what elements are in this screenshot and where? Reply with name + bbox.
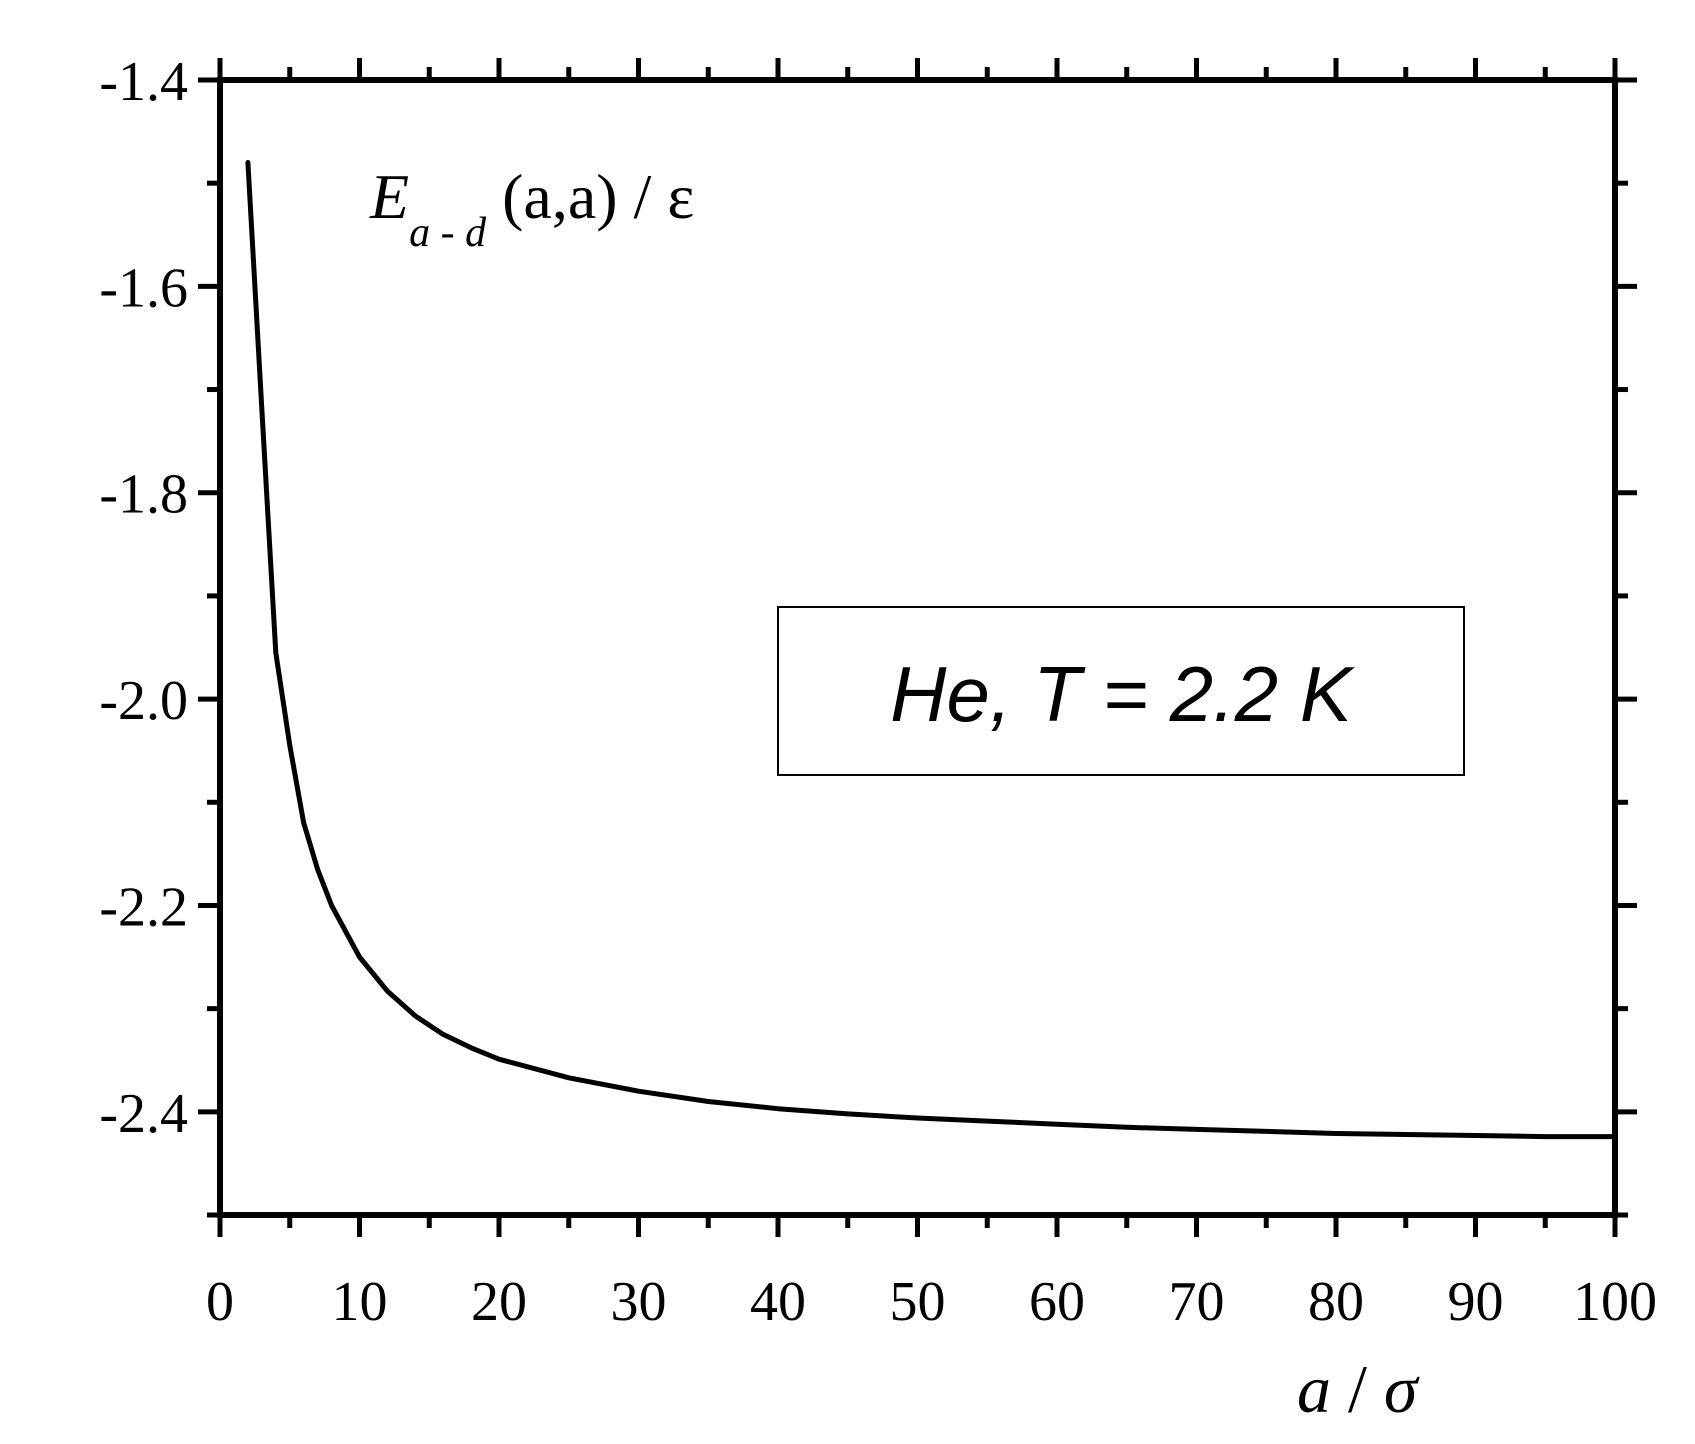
svg-text:a / σ: a / σ [1297, 1351, 1420, 1427]
x-label-unit: σ [1384, 1351, 1420, 1427]
plot-frame [217, 77, 1618, 1218]
y-label-subscript: a - d [409, 210, 487, 256]
x-tick-label: 90 [1448, 1271, 1504, 1333]
y-label-var: E [369, 161, 409, 232]
svg-text:Ea - d (a,a) / ε: Ea - d (a,a) / ε [369, 161, 694, 256]
x-tick-label: 0 [206, 1271, 234, 1333]
tick-labels: 0 10 20 30 40 50 60 70 80 90 100 -1.4 -1.6 -1.8 -2.0 -2… [99, 51, 1657, 1333]
x-label-var: a [1297, 1351, 1331, 1427]
annotation-text: He, T = 2.2 K [890, 650, 1355, 738]
annotation-box: He, T = 2.2 K [777, 606, 1465, 776]
y-tick-label: -1.4 [99, 51, 188, 113]
x-tick-label: 10 [332, 1271, 388, 1333]
x-tick-label: 60 [1029, 1271, 1085, 1333]
x-tick-label: 20 [471, 1271, 527, 1333]
y-tick-label: -1.6 [99, 257, 188, 319]
x-tick-label: 40 [750, 1271, 806, 1333]
y-tick-label: -2.2 [99, 876, 188, 938]
x-tick-label: 80 [1308, 1271, 1364, 1333]
y-tick-label: -2.4 [99, 1083, 188, 1145]
y-label-args: (a,a) / ε [486, 161, 694, 232]
x-tick-label: 50 [890, 1271, 946, 1333]
x-tick-label: 30 [611, 1271, 667, 1333]
y-tick-label: -2.0 [99, 670, 188, 732]
y-tick-label: -1.8 [99, 464, 188, 526]
x-tick-label: 100 [1573, 1271, 1657, 1333]
series-line-energy [245, 160, 1618, 1140]
x-label-sep: / [1331, 1351, 1384, 1427]
y-axis-label: Ea - d (a,a) / ε [369, 161, 694, 256]
x-axis-label: a / σ [1297, 1351, 1420, 1427]
annotation-frame [777, 606, 1465, 776]
x-tick-label: 70 [1169, 1271, 1225, 1333]
